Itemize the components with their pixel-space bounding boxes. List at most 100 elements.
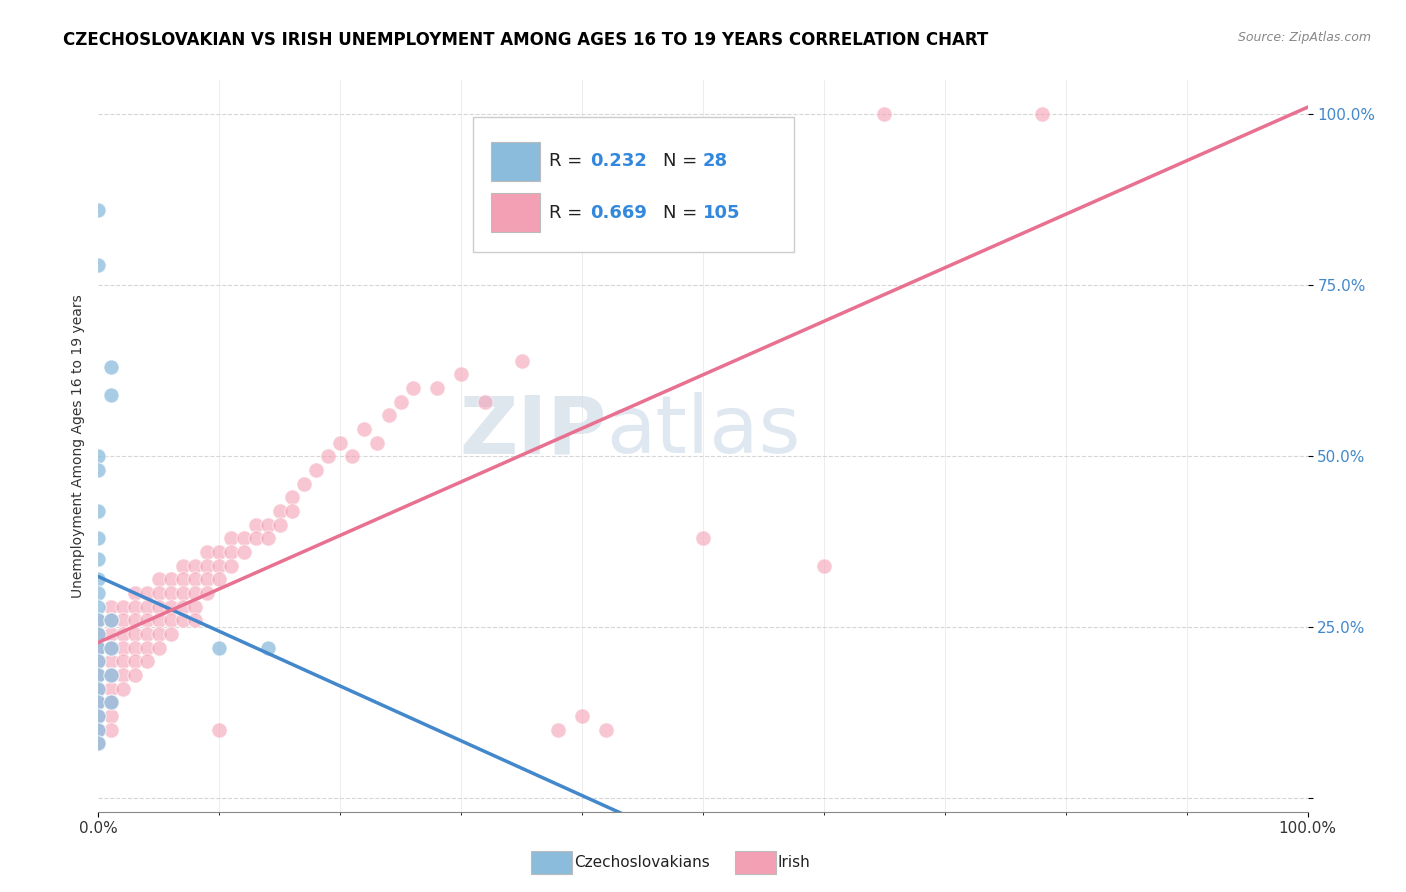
Point xyxy=(148,599,170,614)
Point xyxy=(366,435,388,450)
Point xyxy=(160,599,183,614)
Point xyxy=(87,504,110,518)
Point xyxy=(245,517,267,532)
Point xyxy=(160,627,183,641)
Point xyxy=(87,736,110,750)
Text: ZIP: ZIP xyxy=(458,392,606,470)
Point xyxy=(148,572,170,586)
Point xyxy=(100,613,122,627)
Point xyxy=(100,695,122,709)
Point xyxy=(221,531,243,545)
Point xyxy=(87,723,110,737)
Text: Czechoslovakians: Czechoslovakians xyxy=(574,855,710,870)
Point xyxy=(87,203,110,218)
Point xyxy=(87,572,110,586)
Point xyxy=(87,681,110,696)
Point xyxy=(87,709,110,723)
Point xyxy=(135,599,157,614)
Point xyxy=(256,531,278,545)
Point xyxy=(135,627,157,641)
Point xyxy=(148,613,170,627)
Point xyxy=(208,558,231,573)
Text: 0.232: 0.232 xyxy=(591,153,647,170)
Point xyxy=(100,681,122,696)
Point xyxy=(208,723,231,737)
Point xyxy=(172,558,194,573)
Point xyxy=(450,368,472,382)
Point xyxy=(100,695,122,709)
Point xyxy=(269,517,291,532)
Point xyxy=(100,640,122,655)
Point xyxy=(100,599,122,614)
Point xyxy=(100,654,122,668)
Point xyxy=(100,613,122,627)
Point xyxy=(208,640,231,655)
Point xyxy=(135,586,157,600)
Text: Source: ZipAtlas.com: Source: ZipAtlas.com xyxy=(1237,31,1371,45)
Point xyxy=(160,572,183,586)
Point xyxy=(547,723,569,737)
Point xyxy=(195,545,218,559)
Point xyxy=(124,654,146,668)
Point xyxy=(510,353,533,368)
Point xyxy=(87,613,110,627)
Point xyxy=(329,435,352,450)
Point xyxy=(87,640,110,655)
Point xyxy=(342,449,364,463)
Point xyxy=(87,258,110,272)
Point xyxy=(184,586,207,600)
Point xyxy=(124,640,146,655)
Point xyxy=(232,531,254,545)
Point xyxy=(124,627,146,641)
Point xyxy=(87,668,110,682)
Text: 0.669: 0.669 xyxy=(591,203,647,222)
Point xyxy=(873,107,896,121)
Point xyxy=(148,586,170,600)
Point xyxy=(195,586,218,600)
Point xyxy=(208,545,231,559)
Point xyxy=(172,599,194,614)
Point xyxy=(111,627,134,641)
Point xyxy=(269,504,291,518)
Point xyxy=(111,681,134,696)
Point xyxy=(111,668,134,682)
Point xyxy=(292,476,315,491)
Point xyxy=(232,545,254,559)
Point xyxy=(195,572,218,586)
Point xyxy=(100,709,122,723)
Point xyxy=(172,613,194,627)
Point xyxy=(172,572,194,586)
Text: CZECHOSLOVAKIAN VS IRISH UNEMPLOYMENT AMONG AGES 16 TO 19 YEARS CORRELATION CHAR: CZECHOSLOVAKIAN VS IRISH UNEMPLOYMENT AM… xyxy=(63,31,988,49)
Point xyxy=(100,627,122,641)
Text: 28: 28 xyxy=(703,153,728,170)
Point xyxy=(160,586,183,600)
Point xyxy=(245,531,267,545)
Point xyxy=(135,613,157,627)
Point xyxy=(87,681,110,696)
Y-axis label: Unemployment Among Ages 16 to 19 years: Unemployment Among Ages 16 to 19 years xyxy=(70,294,84,598)
Text: 105: 105 xyxy=(703,203,741,222)
Point xyxy=(100,360,122,375)
Point xyxy=(595,723,617,737)
Point xyxy=(256,640,278,655)
Point xyxy=(402,381,425,395)
Point xyxy=(256,517,278,532)
Point xyxy=(474,394,496,409)
Point xyxy=(184,613,207,627)
Point xyxy=(87,723,110,737)
Point xyxy=(100,640,122,655)
Point xyxy=(571,709,593,723)
Point xyxy=(426,381,449,395)
Point xyxy=(87,599,110,614)
Point xyxy=(813,558,835,573)
Point xyxy=(87,736,110,750)
Point xyxy=(87,613,110,627)
Point xyxy=(160,613,183,627)
Point xyxy=(111,613,134,627)
Point xyxy=(195,558,218,573)
Point xyxy=(87,586,110,600)
Point xyxy=(87,695,110,709)
Point xyxy=(148,627,170,641)
Text: N =: N = xyxy=(664,203,703,222)
Point xyxy=(100,668,122,682)
